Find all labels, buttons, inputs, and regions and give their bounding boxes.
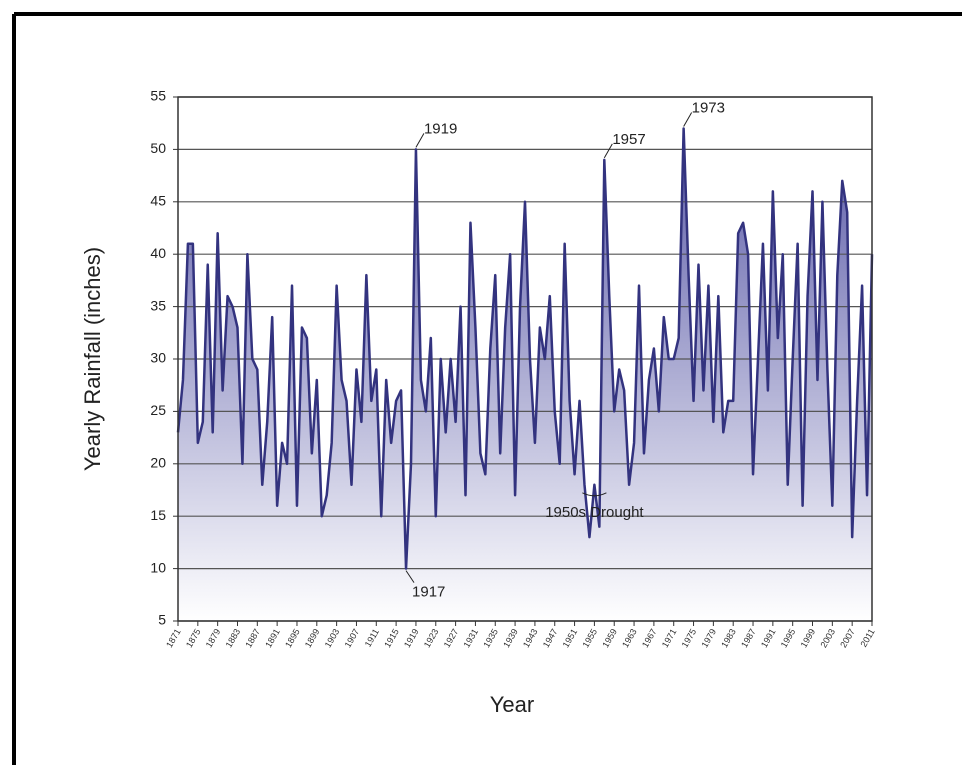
y-axis-title: Yearly Rainfall (inches)	[80, 247, 105, 471]
x-tick-label: 1891	[263, 627, 282, 649]
y-tick-label: 5	[158, 612, 166, 628]
y-tick-label: 20	[150, 455, 166, 471]
x-tick-label: 1995	[779, 627, 798, 649]
x-tick-label: 1959	[600, 627, 619, 649]
y-tick-label: 55	[150, 88, 166, 104]
y-tick-label: 10	[150, 559, 166, 575]
x-tick-label: 1907	[343, 627, 362, 649]
y-tick-label: 35	[150, 297, 166, 313]
annotation-bracket	[582, 492, 607, 497]
x-tick-label: 1883	[224, 627, 243, 649]
annotation-leader	[405, 570, 415, 583]
rainfall-line	[176, 127, 874, 570]
annotation: 1919	[424, 120, 457, 137]
x-tick-label: 1947	[541, 627, 560, 649]
x-tick-label: 1999	[799, 627, 818, 649]
x-tick-label: 1899	[303, 627, 322, 649]
annotation-leader	[683, 112, 693, 127]
x-tick-label: 1963	[620, 627, 639, 649]
x-tick-label: 1943	[521, 627, 540, 649]
x-tick-label: 1971	[660, 627, 679, 649]
annotation-leader	[603, 143, 613, 159]
annotation: 1917	[412, 584, 445, 601]
x-tick-label: 1927	[442, 627, 461, 649]
x-tick-label: 1923	[422, 627, 441, 649]
x-tick-label: 1879	[204, 627, 223, 649]
x-tick-label: 1875	[184, 627, 203, 649]
x-tick-label: 1911	[363, 627, 381, 649]
x-tick-label: 1895	[283, 627, 302, 649]
x-tick-label: 1979	[699, 627, 718, 649]
x-tick-label: 2011	[858, 627, 876, 649]
x-tick-label: 1919	[402, 627, 421, 649]
y-tick-label: 50	[150, 140, 166, 156]
x-tick-label: 2003	[818, 627, 837, 649]
x-tick-label: 1975	[680, 627, 699, 649]
annotation: 1973	[692, 99, 725, 116]
area-fill	[178, 128, 872, 621]
y-tick-label: 45	[150, 193, 166, 209]
x-tick-label: 1871	[164, 627, 183, 649]
annotation: 1957	[612, 131, 645, 148]
annotation: 1950s Drought	[545, 504, 644, 521]
x-tick-label: 1903	[323, 627, 342, 649]
x-tick-label: 1935	[481, 627, 500, 649]
x-axis-title: Year	[490, 692, 534, 717]
x-tick-label: 1939	[501, 627, 520, 649]
x-tick-label: 1951	[561, 627, 580, 649]
x-tick-label: 1991	[759, 627, 778, 649]
x-tick-label: 1983	[719, 627, 738, 649]
x-tick-label: 1887	[243, 627, 262, 649]
annotation-leader	[415, 133, 425, 148]
x-tick-label: 1931	[461, 627, 480, 649]
x-tick-label: 1915	[382, 627, 401, 649]
x-tick-label: 1987	[739, 627, 758, 649]
x-tick-label: 1955	[580, 627, 599, 649]
y-tick-label: 25	[150, 402, 166, 418]
x-tick-label: 2007	[838, 627, 857, 649]
y-tick-label: 30	[150, 350, 166, 366]
plot-frame	[177, 96, 873, 622]
x-tick-label: 1967	[640, 627, 659, 649]
y-tick-label: 15	[150, 507, 166, 523]
y-tick-label: 40	[150, 245, 166, 261]
